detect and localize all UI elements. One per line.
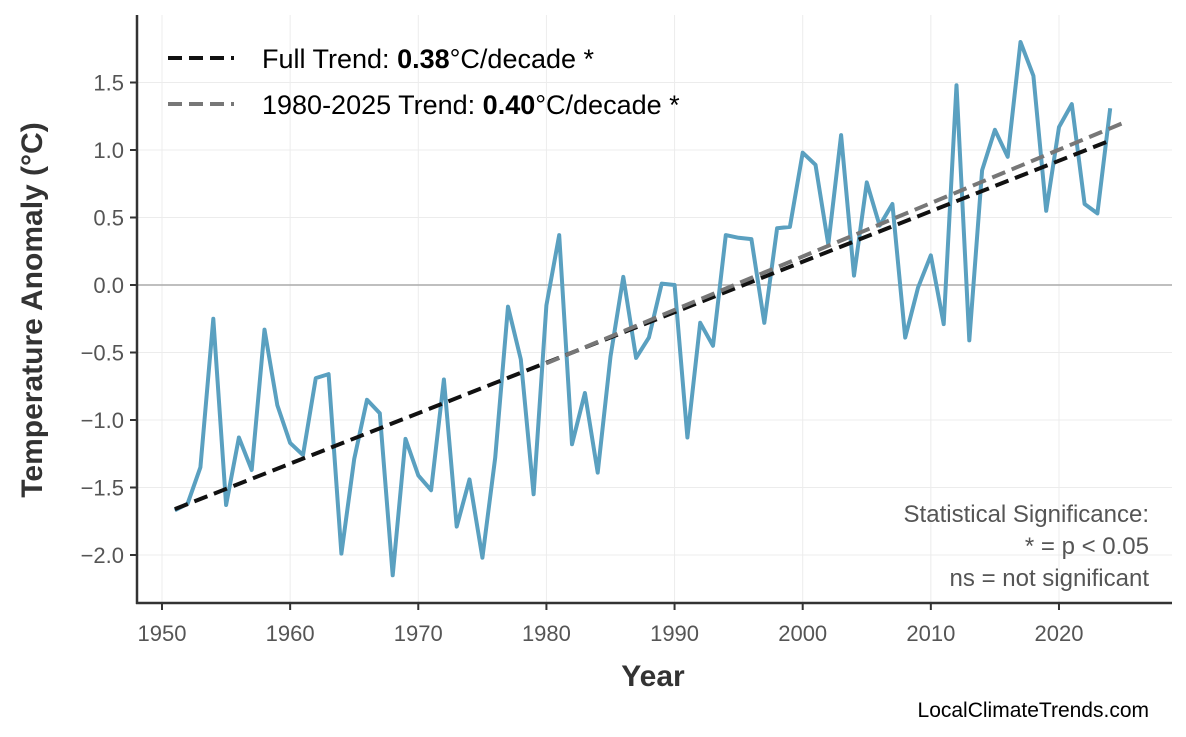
annotation-line: ns = not significant bbox=[950, 565, 1150, 592]
y-tick-label: −0.5 bbox=[81, 341, 124, 366]
y-tick-label: 1.0 bbox=[93, 138, 124, 163]
legend-entry-1980-trend: 1980-2025 Trend: 0.40°C/decade * bbox=[262, 90, 680, 120]
y-tick-label: −1.5 bbox=[81, 476, 124, 501]
x-tick-label: 1990 bbox=[650, 621, 699, 646]
legend: Full Trend: 0.38°C/decade * 1980-2025 Tr… bbox=[168, 44, 680, 120]
x-tick-label: 1970 bbox=[394, 621, 443, 646]
x-tick-label: 1950 bbox=[138, 621, 187, 646]
y-tick-label: −1.0 bbox=[81, 408, 124, 433]
x-tick-label: 2010 bbox=[906, 621, 955, 646]
y-axis-label: Temperature Anomaly (°C) bbox=[16, 122, 49, 497]
x-ticks: 1950 1960 1970 1980 1990 2000 2010 2020 bbox=[138, 603, 1084, 646]
x-tick-label: 2000 bbox=[778, 621, 827, 646]
temperature-series-line bbox=[173, 40, 1113, 578]
footer-source: LocalClimateTrends.com bbox=[918, 699, 1149, 722]
1980-2025-trend-line bbox=[545, 121, 1124, 366]
x-axis-label: Year bbox=[621, 660, 685, 693]
y-tick-label: −2.0 bbox=[81, 543, 124, 568]
x-tick-label: 1980 bbox=[522, 621, 571, 646]
y-tick-label: 0.0 bbox=[93, 273, 124, 298]
x-tick-label: 1960 bbox=[266, 621, 315, 646]
annotation-line: * = p < 0.05 bbox=[1025, 533, 1149, 560]
y-tick-label: 0.5 bbox=[93, 206, 124, 231]
y-tick-label: 1.5 bbox=[93, 71, 124, 96]
trend-lines bbox=[174, 121, 1124, 511]
legend-entry-full-trend: Full Trend: 0.38°C/decade * bbox=[262, 44, 595, 74]
y-ticks: −2.0 −1.5 −1.0 −0.5 0.0 0.5 1.0 1.5 bbox=[81, 71, 137, 568]
annotation-line: Statistical Significance: bbox=[904, 501, 1149, 528]
x-tick-label: 2020 bbox=[1035, 621, 1084, 646]
significance-annotation: Statistical Significance: * = p < 0.05 n… bbox=[904, 501, 1150, 592]
